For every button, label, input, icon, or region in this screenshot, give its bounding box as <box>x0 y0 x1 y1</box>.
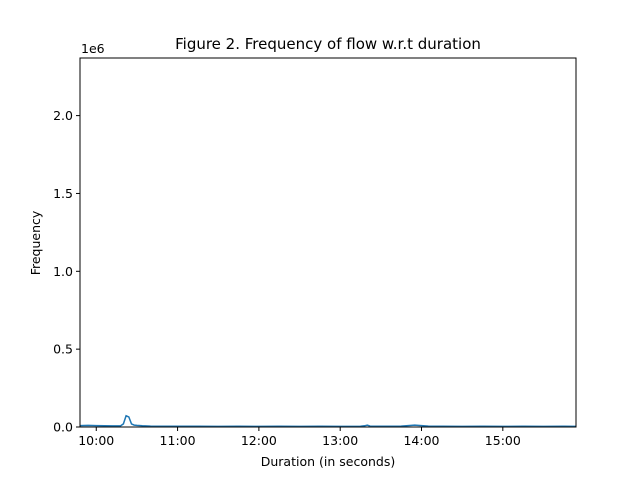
y-offset-label: 1e6 <box>81 41 105 56</box>
x-axis-label: Duration (in seconds) <box>261 454 395 469</box>
plot-area <box>79 414 577 428</box>
y-tick-label: 0.5 <box>53 342 73 357</box>
y-tick-label: 2.0 <box>53 108 73 123</box>
x-tick-label: 11:00 <box>160 433 196 448</box>
y-axis: 0.0 0.5 1.0 1.5 2.0 <box>53 108 80 435</box>
chart-title: Figure 2. Frequency of flow w.r.t durati… <box>175 35 481 53</box>
y-axis-label: Frequency <box>28 210 43 275</box>
axes-frame <box>79 57 577 428</box>
x-tick-label: 12:00 <box>241 433 277 448</box>
x-tick-label: 10:00 <box>78 433 114 448</box>
series-line-0 <box>79 414 577 428</box>
x-tick-label: 14:00 <box>403 433 439 448</box>
x-tick-label: 15:00 <box>485 433 521 448</box>
x-axis: 10:00 11:00 12:00 13:00 14:00 15:00 <box>78 427 521 448</box>
y-tick-label: 1.0 <box>53 264 73 279</box>
x-tick-label: 13:00 <box>322 433 358 448</box>
y-tick-label: 0.0 <box>53 420 73 435</box>
y-tick-label: 1.5 <box>53 186 73 201</box>
